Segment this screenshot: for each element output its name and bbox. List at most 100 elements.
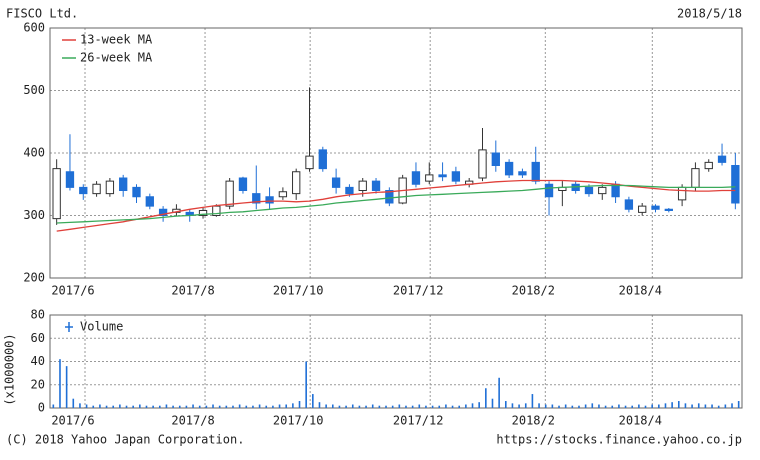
volume-bar: [717, 405, 720, 408]
volume-bar: [65, 366, 68, 408]
volume-bar: [724, 404, 727, 408]
plot-border: [49, 314, 743, 409]
volume-bar: [158, 405, 161, 408]
volume-bar: [465, 404, 467, 408]
candle-body: [704, 161, 713, 170]
y-axis-label: (x1000000): [3, 333, 17, 405]
candle-body: [531, 161, 540, 182]
candle-body: [158, 208, 168, 216]
volume-bar: [79, 403, 81, 408]
volume-bar: [318, 402, 321, 408]
x-tick-label: 2018/2: [512, 284, 555, 298]
volume-bar: [624, 405, 627, 408]
candle-body: [318, 149, 327, 170]
volume-bar: [578, 405, 580, 408]
volume-bar: [351, 404, 354, 408]
candle-body: [225, 180, 234, 207]
volume-bar: [72, 398, 75, 408]
volume-bar: [471, 403, 474, 408]
volume-bar: [292, 403, 294, 408]
volume-bar: [418, 404, 421, 408]
candle-body: [518, 171, 527, 176]
legend-label: 13-week MA: [80, 33, 153, 47]
volume-bar: [431, 405, 434, 408]
legend-label: Volume: [80, 320, 123, 334]
x-tick-label: 2017/12: [393, 414, 444, 428]
y-tick-label: 400: [23, 146, 45, 160]
volume-bar: [677, 401, 680, 408]
y-tick-label: 500: [23, 83, 45, 97]
candle-body: [345, 186, 354, 195]
volume-bar: [139, 404, 141, 408]
y-tick-label: 20: [31, 377, 45, 391]
volume-bar: [125, 405, 128, 408]
volume-bar: [325, 404, 327, 408]
volume-bar: [92, 405, 95, 408]
volume-bar: [564, 404, 567, 408]
volume-bar: [272, 405, 274, 408]
volume-bar: [85, 404, 88, 408]
y-tick-label: 40: [31, 354, 45, 368]
candle-body: [238, 177, 248, 191]
volume-bar: [644, 405, 647, 408]
volume-bar: [737, 401, 740, 408]
candle-body: [677, 186, 687, 201]
volume-bar: [358, 405, 361, 408]
candle-body: [292, 171, 301, 195]
volume-bar: [238, 404, 241, 408]
y-tick-label: 0: [38, 401, 45, 415]
volume-bar: [411, 405, 414, 408]
volume-bar: [345, 405, 347, 408]
volume-bar: [59, 359, 61, 408]
volume-bar: [178, 405, 181, 408]
volume-bar: [704, 404, 707, 408]
candle-body: [371, 180, 381, 191]
volume-bar: [152, 405, 154, 408]
volume-bar: [245, 405, 248, 408]
volume-bar: [225, 405, 228, 408]
candle-body: [198, 210, 208, 216]
candle-body: [105, 180, 115, 195]
candle-body: [584, 186, 594, 195]
volume-bar: [451, 405, 454, 408]
volume-bar: [205, 405, 208, 408]
volume-bar: [52, 404, 55, 408]
candle-body: [451, 171, 461, 182]
candle-body: [731, 165, 740, 204]
volume-bar: [558, 405, 560, 408]
volume-bar: [232, 405, 234, 408]
candle-body: [638, 205, 647, 213]
volume-bar: [105, 405, 108, 408]
candle-body: [358, 180, 367, 191]
volume-bar: [711, 404, 713, 408]
volume-bar: [298, 401, 301, 408]
volume-bar: [405, 405, 407, 408]
plot-border: [49, 27, 743, 279]
y-tick-label: 80: [31, 308, 45, 322]
candle-body: [504, 161, 514, 176]
volume-bar: [491, 398, 494, 408]
volume-bar: [731, 403, 733, 408]
volume-bar: [192, 404, 194, 408]
volume-bar: [697, 403, 700, 408]
x-tick-label: 2017/10: [273, 284, 324, 298]
candle-body: [252, 193, 261, 204]
volume-bar: [591, 403, 594, 408]
candle-body: [145, 196, 154, 207]
volume-bar: [551, 404, 554, 408]
y-tick-label: 600: [23, 21, 45, 35]
candle-body: [425, 174, 434, 182]
volume-bar: [571, 405, 574, 408]
candle-body: [119, 177, 128, 191]
volume-bar: [371, 404, 374, 408]
candle-body: [278, 191, 288, 198]
volume-bar: [165, 404, 168, 408]
copyright: (C) 2018 Yahoo Japan Corporation.: [6, 433, 244, 447]
volume-bar: [198, 405, 201, 408]
volume-bar: [172, 405, 174, 408]
volume-bar: [278, 404, 281, 408]
volume-bar: [658, 404, 660, 408]
candle-body: [544, 183, 554, 198]
volume-bar: [218, 405, 221, 408]
volume-bar: [584, 404, 587, 408]
